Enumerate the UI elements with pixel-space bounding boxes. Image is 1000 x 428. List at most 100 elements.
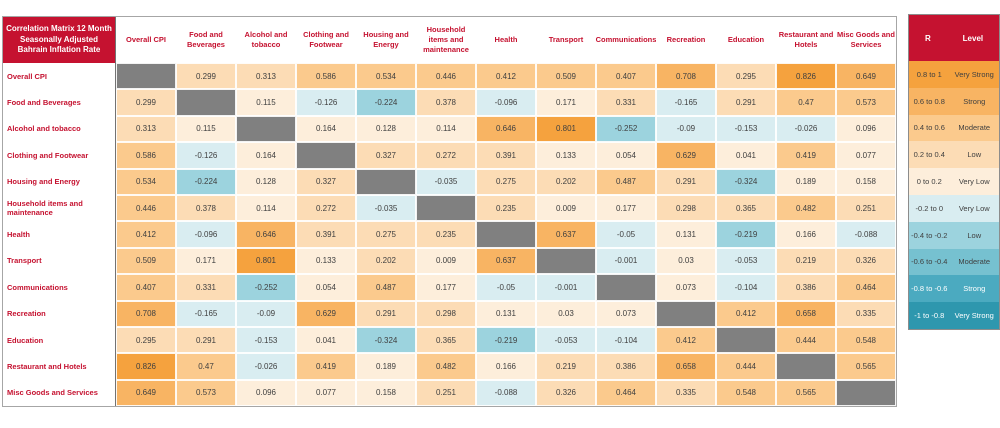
- column-header: Food and Beverages: [176, 17, 236, 63]
- matrix-cell: 0.327: [356, 142, 416, 169]
- legend-row: 0.4 to 0.6 Moderate: [909, 114, 999, 142]
- matrix-cell: 0.128: [356, 115, 416, 143]
- matrix-cell: -0.252: [596, 115, 656, 143]
- row-header: Misc Goods and Services: [3, 379, 116, 407]
- legend-row: 0.2 to 0.4 Low: [909, 141, 999, 169]
- legend-row: -0.2 to 0 Very Low: [909, 194, 999, 222]
- matrix-cell: -0.104: [716, 274, 776, 301]
- matrix-cell-diagonal: [716, 326, 776, 354]
- matrix-cell-diagonal: [776, 353, 836, 380]
- matrix-cell: 0.419: [296, 353, 356, 380]
- legend-row: -0.8 to -0.6 Strong: [909, 275, 999, 303]
- legend-level-label: Very Strong: [954, 69, 994, 79]
- row-header: Transport: [3, 247, 116, 275]
- matrix-cell: 0.041: [716, 142, 776, 169]
- matrix-cell: 0.646: [236, 221, 296, 248]
- matrix-cell-diagonal: [536, 247, 596, 275]
- matrix-cell: 0.096: [836, 115, 896, 143]
- matrix-cell: -0.219: [476, 326, 536, 354]
- column-header: Household items and maintenance: [416, 17, 476, 63]
- column-header: Alcohol and tobacco: [236, 17, 296, 63]
- matrix-cell: 0.298: [656, 194, 716, 222]
- matrix-cell: -0.035: [356, 194, 416, 222]
- column-header: Education: [716, 17, 776, 63]
- matrix-cell: 0.054: [296, 274, 356, 301]
- correlation-matrix-table: Correlation Matrix 12 Month Seasonally A…: [2, 16, 897, 408]
- legend-range-label: -0.4 to -0.2: [911, 230, 948, 240]
- matrix-cell: -0.088: [476, 379, 536, 407]
- matrix-cell: 0.586: [116, 142, 176, 169]
- matrix-cell: -0.126: [176, 142, 236, 169]
- matrix-cell: 0.202: [356, 247, 416, 275]
- column-header: Overall CPI: [116, 17, 176, 63]
- matrix-cell-diagonal: [176, 89, 236, 116]
- matrix-cell: 0.115: [236, 89, 296, 116]
- legend-level-label: Low: [967, 150, 982, 160]
- matrix-cell: 0.573: [836, 89, 896, 116]
- matrix-cell: 0.073: [656, 274, 716, 301]
- legend-level-label: Very Low: [958, 177, 990, 187]
- matrix-cell: 0.412: [656, 326, 716, 354]
- matrix-cell-diagonal: [596, 274, 656, 301]
- matrix-cell: 0.299: [176, 63, 236, 90]
- matrix-cell: -0.026: [776, 115, 836, 143]
- matrix-cell: 0.407: [596, 63, 656, 90]
- matrix-cell: 0.335: [836, 300, 896, 327]
- matrix-cell: 0.272: [296, 194, 356, 222]
- matrix-cell: 0.189: [776, 168, 836, 195]
- matrix-cell: 0.313: [116, 115, 176, 143]
- matrix-cell: 0.47: [776, 89, 836, 116]
- matrix-cell: 0.158: [836, 168, 896, 195]
- matrix-cell: 0.573: [176, 379, 236, 407]
- matrix-cell: 0.171: [536, 89, 596, 116]
- matrix-cell: 0.054: [596, 142, 656, 169]
- matrix-cell: 0.412: [476, 63, 536, 90]
- matrix-cell-diagonal: [116, 63, 176, 90]
- legend-level-label: Very Low: [958, 203, 990, 213]
- matrix-cell: 0.166: [776, 221, 836, 248]
- column-header: Restaurant and Hotels: [776, 17, 836, 63]
- matrix-cell: 0.586: [296, 63, 356, 90]
- legend-level-label: Very Strong: [954, 311, 994, 321]
- column-header: Health: [476, 17, 536, 63]
- matrix-cell: 0.391: [476, 142, 536, 169]
- matrix-cell: -0.096: [176, 221, 236, 248]
- row-header: Communications: [3, 274, 116, 301]
- matrix-cell: 0.801: [236, 247, 296, 275]
- matrix-cell: 0.444: [776, 326, 836, 354]
- legend-level-label: Low: [967, 230, 982, 240]
- matrix-cell: -0.224: [176, 168, 236, 195]
- matrix-cell: 0.077: [296, 379, 356, 407]
- row-header: Overall CPI: [3, 63, 116, 90]
- matrix-cell: 0.658: [776, 300, 836, 327]
- column-header: Misc Goods and Services: [836, 17, 896, 63]
- legend-header: R Level: [909, 15, 999, 61]
- legend-range-label: 0.6 to 0.8: [913, 96, 945, 106]
- matrix-cell: 0.158: [356, 379, 416, 407]
- matrix-cell: 0.464: [836, 274, 896, 301]
- matrix-cell-diagonal: [836, 379, 896, 407]
- matrix-cell-diagonal: [476, 221, 536, 248]
- matrix-cell: 0.386: [776, 274, 836, 301]
- matrix-cell: 0.327: [296, 168, 356, 195]
- row-header: Housing and Energy: [3, 168, 116, 195]
- matrix-cell: -0.224: [356, 89, 416, 116]
- matrix-cell: -0.053: [716, 247, 776, 275]
- matrix-cell: 0.235: [416, 221, 476, 248]
- legend-range-label: 0 to 0.2: [916, 177, 942, 187]
- matrix-cell: -0.104: [596, 326, 656, 354]
- matrix-cell: -0.165: [656, 89, 716, 116]
- matrix-cell-diagonal: [296, 142, 356, 169]
- legend-row: 0.8 to 1 Very Strong: [909, 61, 999, 88]
- legend-level-label: Moderate: [958, 123, 991, 133]
- matrix-title-cell: Correlation Matrix 12 Month Seasonally A…: [3, 17, 116, 63]
- matrix-cell-diagonal: [656, 300, 716, 327]
- matrix-cell: 0.009: [536, 194, 596, 222]
- matrix-cell: 0.407: [116, 274, 176, 301]
- matrix-cell: 0.708: [116, 300, 176, 327]
- matrix-cell: -0.096: [476, 89, 536, 116]
- legend-range-label: -0.2 to 0: [915, 203, 944, 213]
- matrix-cell: 0.077: [836, 142, 896, 169]
- legend-row: 0 to 0.2 Very Low: [909, 168, 999, 195]
- matrix-cell: 0.534: [356, 63, 416, 90]
